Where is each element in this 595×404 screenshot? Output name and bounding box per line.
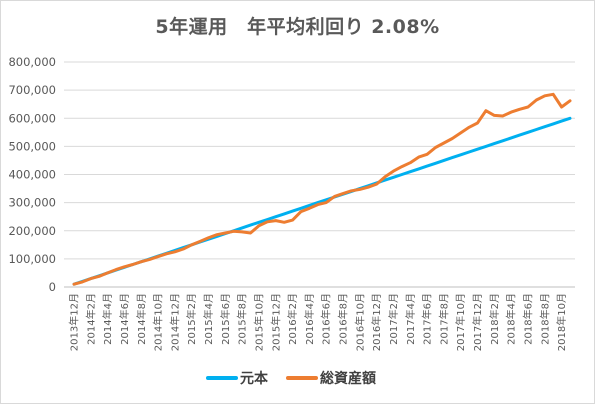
series-line-total-assets [72, 92, 572, 286]
x-tick-label: 2015年10月 [252, 293, 265, 351]
legend-label: 元本 [240, 370, 269, 387]
y-tick-label: 300,000 [8, 196, 56, 210]
x-tick-label: 2016年6月 [320, 293, 333, 345]
y-tick-label: 500,000 [8, 139, 56, 153]
x-tick-label: 2015年12月 [269, 293, 282, 351]
x-tick-label: 2015年4月 [202, 293, 215, 345]
y-tick-label: 0 [49, 280, 56, 294]
y-tick-label: 800,000 [8, 55, 56, 69]
x-tick-label: 2015年8月 [236, 293, 249, 345]
x-tick-label: 2018年10月 [555, 293, 568, 351]
x-tick-label: 2016年2月 [286, 293, 299, 345]
x-tick-label: 2018年4月 [505, 293, 518, 345]
x-tick-label: 2017年10月 [454, 293, 467, 351]
x-tick-label: 2014年2月 [84, 293, 97, 345]
x-tick-label: 2018年6月 [521, 293, 534, 345]
x-tick-label: 2017年8月 [437, 293, 450, 345]
y-tick-label: 200,000 [8, 224, 56, 238]
y-tick-label: 700,000 [8, 83, 56, 97]
chart-title: 5年運用 年平均利回り 2.08% [155, 16, 440, 38]
x-tick-label: 2013年12月 [68, 293, 81, 351]
x-tick-label: 2016年12月 [370, 293, 383, 351]
x-tick-label: 2018年8月 [538, 293, 551, 345]
y-tick-label: 100,000 [8, 252, 56, 266]
y-tick-label: 600,000 [8, 111, 56, 125]
legend-label: 総資産額 [320, 370, 376, 387]
y-tick-label: 400,000 [8, 168, 56, 182]
x-tick-label: 2018年2月 [488, 293, 501, 345]
x-tick-label: 2016年4月 [303, 293, 316, 345]
x-tick-label: 2015年6月 [219, 293, 232, 345]
x-tick-label: 2017年6月 [421, 293, 434, 345]
x-tick-label: 2014年8月 [135, 293, 148, 345]
x-tick-label: 2014年4月 [101, 293, 114, 345]
x-tick-label: 2014年10月 [152, 293, 165, 351]
x-tick-label: 2014年12月 [168, 293, 181, 351]
x-tick-label: 2016年8月 [337, 293, 350, 345]
x-tick-label: 2017年12月 [471, 293, 484, 351]
x-tick-label: 2017年4月 [404, 293, 417, 345]
x-tick-label: 2016年10月 [353, 293, 366, 351]
x-tick-label: 2014年6月 [118, 293, 131, 345]
x-tick-label: 2017年2月 [387, 293, 400, 345]
x-tick-label: 2015年2月 [185, 293, 198, 345]
